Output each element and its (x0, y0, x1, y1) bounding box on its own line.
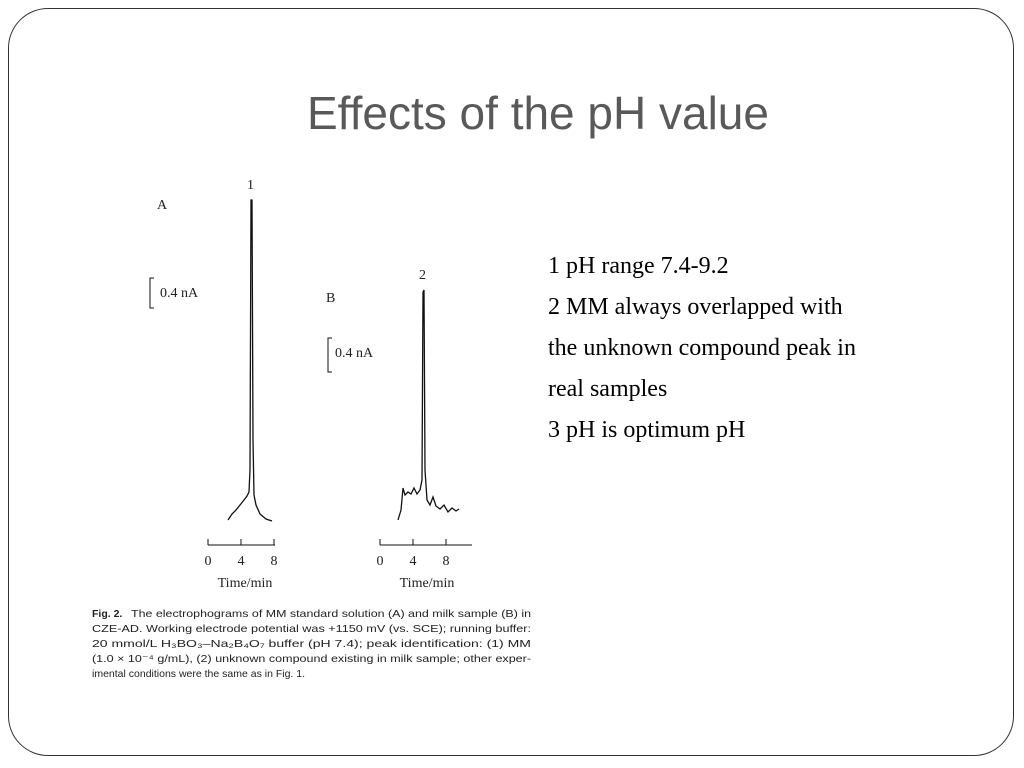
peak-label: 1 (247, 178, 254, 193)
slide-frame (8, 8, 1014, 756)
caption-line: imental conditions were the same as in F… (92, 668, 305, 680)
trace (397, 289, 460, 521)
axis-label: Time/min (218, 576, 273, 591)
scale-bracket (327, 337, 332, 373)
scale-label: 0.4 nA (335, 346, 374, 361)
caption-line: (1.0 × 10⁻⁴ g/mL), (2) unknown compound … (92, 653, 532, 665)
caption-line: The electrophograms of MM standard solut… (131, 608, 531, 620)
slide-title: Effects of the pH value (307, 87, 769, 139)
trace (227, 199, 273, 522)
scale-label: 0.4 nA (160, 286, 199, 301)
scale-bracket (149, 277, 154, 309)
tick-label: 4 (238, 554, 245, 569)
axis-label: Time/min (400, 576, 455, 591)
bullet-list: 1 pH range 7.4-9.2 2 MM always overlappe… (548, 246, 863, 451)
bullet: 2 MM always overlapped with the unknown … (548, 294, 856, 402)
caption-label: Fig. 2. (92, 608, 122, 620)
bullet: 3 pH is optimum pH (548, 417, 746, 443)
panel-label: B (326, 291, 335, 306)
caption-line: 20 mmol/L H₃BO₃–Na₂B₄O₇ buffer (pH 7.4);… (92, 638, 531, 650)
bullet: 1 pH range 7.4-9.2 (548, 253, 729, 279)
caption-line: CZE-AD. Working electrode potential was … (92, 623, 531, 635)
tick-label: 0 (377, 554, 384, 569)
tick-label: 8 (271, 554, 278, 569)
tick-label: 8 (443, 554, 450, 569)
panel-label: A (157, 198, 168, 213)
tick-label: 4 (410, 554, 417, 569)
tick-label: 0 (205, 554, 212, 569)
peak-label: 2 (419, 268, 426, 283)
